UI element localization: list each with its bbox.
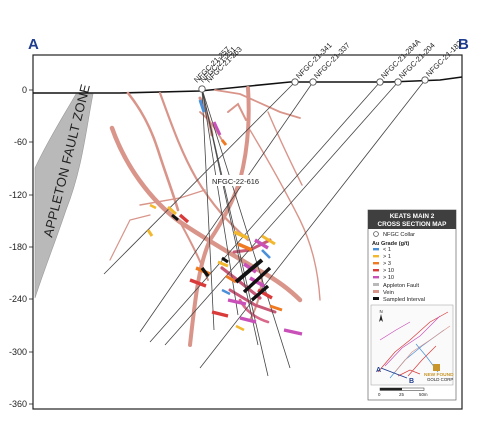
hole-trace-337 <box>139 81 314 333</box>
legend-grade-swatch-2 <box>373 262 379 265</box>
legend-vein-swatch <box>373 290 379 293</box>
collar-341 <box>291 78 299 86</box>
legend-vein-label: Vein <box>383 290 394 296</box>
section-frame <box>32 54 463 410</box>
hole-trace-182 <box>199 79 426 369</box>
collar-182 <box>421 76 429 84</box>
legend-grade-heading: Au Grade (g/t) <box>372 241 409 247</box>
section-label-a: A <box>28 36 39 53</box>
collar-204 <box>394 78 402 86</box>
hole-trace-284a <box>149 81 381 343</box>
y-tick-0: 0 <box>22 85 27 95</box>
collar-284a <box>376 78 384 86</box>
legend-fault-label: Appleton Fault <box>383 283 420 289</box>
legend-grade-2: > 3 <box>383 261 391 267</box>
legend-grade-0: < 1 <box>383 247 391 253</box>
logo-line-2: GOLD CORP <box>427 377 453 382</box>
legend-grade-swatch-0 <box>373 248 379 251</box>
legend-fault-swatch <box>373 283 379 286</box>
callout-box <box>208 175 262 186</box>
newfound-logo-icon <box>433 364 440 371</box>
hole-trace-616 <box>201 88 215 331</box>
scale-tick-50: 50m <box>419 392 428 397</box>
ground-surface <box>33 76 463 94</box>
y-tick-180: -180 <box>9 242 27 252</box>
y-tick-300: -300 <box>9 347 27 357</box>
scale-tick-25: 25 <box>399 392 404 397</box>
legend-sampled-swatch <box>373 297 379 300</box>
logo-line-1: NEW FOUND <box>424 372 454 378</box>
section-label-b: B <box>458 36 469 53</box>
legend-grade-1: > 1 <box>383 254 391 260</box>
legend-grade-swatch-1 <box>373 255 379 258</box>
inset-section-line <box>380 367 408 379</box>
north-arrow-icon <box>379 314 383 322</box>
callout-hole-616: NFGC-22-616 <box>212 177 259 186</box>
legend-header <box>368 210 456 229</box>
legend-grade-4: > 10 <box>383 275 394 281</box>
inset-label-b: B <box>409 378 414 385</box>
legend-grade-swatch-4 <box>373 276 379 279</box>
collar-337 <box>309 78 317 86</box>
legend-grade-3: > 10 <box>383 268 394 274</box>
legend-title-1: KEATS MAIN 2 <box>390 213 435 220</box>
legend-title-2: CROSS SECTION MAP <box>378 221 448 228</box>
inset-label-a: A <box>376 367 381 374</box>
hole-trace-257 <box>201 88 239 316</box>
y-tick-60: -60 <box>14 137 27 147</box>
collar-markers <box>198 76 429 93</box>
y-tick-240: -240 <box>9 294 27 304</box>
hole-trace-263 <box>201 88 291 369</box>
assay-intervals <box>146 99 303 336</box>
sampled-intervals <box>171 213 272 302</box>
legend-collar-label: NFGC Collar <box>383 232 415 238</box>
hole-trace-extra <box>201 88 259 346</box>
north-label: N <box>380 309 383 314</box>
legend-collar-icon <box>373 231 379 237</box>
legend-panel: KEATS MAIN 2 CROSS SECTION MAP NFGC Coll… <box>367 209 457 401</box>
legend-grade-swatch-3 <box>373 269 379 272</box>
appleton-fault-zone <box>34 93 94 299</box>
legend-sampled-label: Sampled Interval <box>383 297 425 303</box>
y-tick-120: -120 <box>9 190 27 200</box>
y-tick-360: -360 <box>9 399 27 409</box>
scale-tick-0: 0 <box>378 392 381 397</box>
hole-trace-341 <box>103 81 296 275</box>
drill-hole-traces <box>103 79 426 377</box>
collar-257 <box>198 85 206 93</box>
hole-trace-204 <box>164 81 399 346</box>
y-axis: 0 -60 -120 -180 -240 -300 -360 <box>9 85 33 409</box>
